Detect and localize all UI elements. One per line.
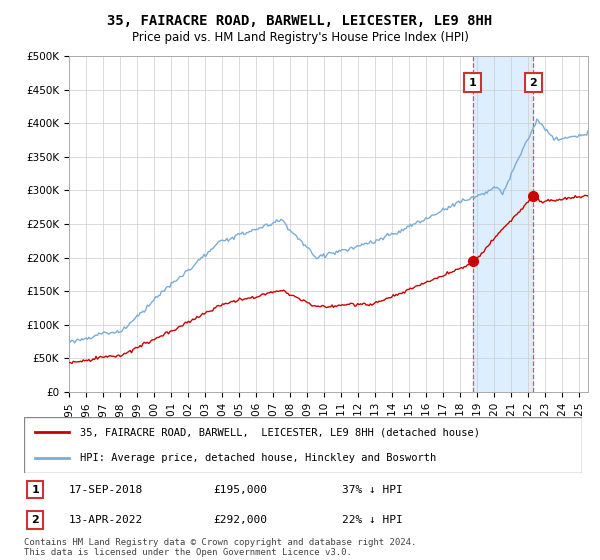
Text: 22% ↓ HPI: 22% ↓ HPI [342, 515, 403, 525]
Text: 1: 1 [469, 78, 476, 88]
Text: 13-APR-2022: 13-APR-2022 [68, 515, 143, 525]
Text: 35, FAIRACRE ROAD, BARWELL, LEICESTER, LE9 8HH: 35, FAIRACRE ROAD, BARWELL, LEICESTER, L… [107, 14, 493, 28]
Text: 2: 2 [529, 78, 537, 88]
Bar [473, 56, 533, 392]
Text: 17-SEP-2018: 17-SEP-2018 [68, 484, 143, 494]
Text: 35, FAIRACRE ROAD, BARWELL,  LEICESTER, LE9 8HH (detached house): 35, FAIRACRE ROAD, BARWELL, LEICESTER, L… [80, 427, 480, 437]
Text: £195,000: £195,000 [214, 484, 268, 494]
Text: £292,000: £292,000 [214, 515, 268, 525]
Text: Price paid vs. HM Land Registry's House Price Index (HPI): Price paid vs. HM Land Registry's House … [131, 31, 469, 44]
Text: HPI: Average price, detached house, Hinckley and Bosworth: HPI: Average price, detached house, Hinc… [80, 453, 436, 463]
FancyBboxPatch shape [24, 417, 582, 473]
Text: Contains HM Land Registry data © Crown copyright and database right 2024.
This d: Contains HM Land Registry data © Crown c… [24, 538, 416, 557]
Text: 2: 2 [31, 515, 39, 525]
Text: 37% ↓ HPI: 37% ↓ HPI [342, 484, 403, 494]
Text: 1: 1 [31, 484, 39, 494]
